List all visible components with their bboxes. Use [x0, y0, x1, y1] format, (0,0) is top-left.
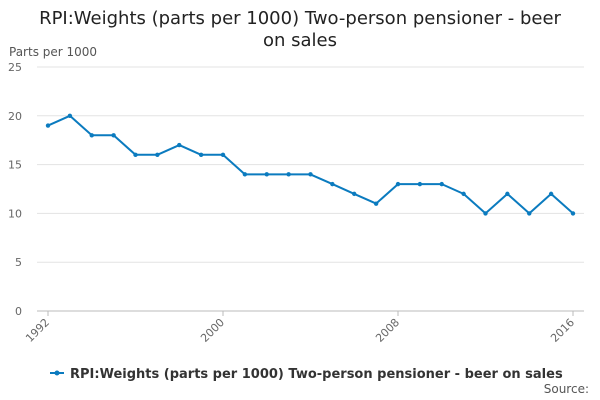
data-point[interactable]	[373, 201, 379, 206]
data-point[interactable]	[220, 152, 226, 158]
y-axis-ticks: 0 5 10 15 20 25	[8, 61, 22, 318]
x-tick-label: 2000	[198, 316, 227, 345]
x-axis-ticks: 1992 2000 2008 2016	[23, 311, 577, 345]
data-point[interactable]	[242, 172, 248, 177]
data-point[interactable]	[570, 211, 576, 216]
x-tick-label: 2008	[373, 316, 402, 345]
data-point[interactable]	[198, 152, 204, 158]
data-point[interactable]	[527, 211, 532, 216]
data-point[interactable]	[264, 172, 269, 177]
data-point[interactable]	[45, 123, 51, 128]
legend[interactable]: RPI:Weights (parts per 1000) Two-person …	[50, 367, 563, 382]
data-point[interactable]	[483, 211, 488, 216]
data-point[interactable]	[439, 181, 444, 187]
data-point[interactable]	[352, 191, 357, 197]
y-tick-label: 0	[15, 305, 22, 318]
data-point[interactable]	[505, 191, 510, 197]
x-tick-label: 2016	[548, 316, 577, 345]
data-point[interactable]	[308, 172, 313, 177]
series-group	[45, 113, 576, 216]
data-point[interactable]	[417, 181, 423, 187]
data-point[interactable]	[155, 152, 160, 158]
legend-marker	[54, 370, 60, 376]
data-point[interactable]	[67, 113, 73, 119]
y-tick-label: 10	[8, 207, 22, 220]
data-point[interactable]	[395, 181, 401, 187]
y-tick-label: 25	[8, 61, 22, 74]
data-point[interactable]	[286, 172, 291, 177]
chart-title: RPI:Weights (parts per 1000) Two-person …	[0, 8, 600, 52]
chart-title-line-1: RPI:Weights (parts per 1000) Two-person …	[39, 8, 561, 29]
data-point[interactable]	[89, 133, 94, 138]
chart-title-line-2: on sales	[262, 30, 337, 51]
data-point[interactable]	[111, 133, 116, 138]
data-point[interactable]	[133, 152, 138, 158]
data-point[interactable]	[330, 181, 335, 187]
x-tick-label: 1992	[23, 316, 52, 345]
y-tick-label: 15	[8, 159, 22, 172]
y-axis-label: Parts per 1000	[9, 45, 97, 59]
y-tick-label: 5	[15, 256, 22, 269]
legend-label: RPI:Weights (parts per 1000) Two-person …	[70, 367, 563, 382]
data-point[interactable]	[461, 191, 466, 197]
y-tick-label: 20	[8, 110, 22, 123]
data-point[interactable]	[177, 142, 182, 148]
grid-lines	[37, 66, 584, 312]
data-point[interactable]	[548, 191, 554, 197]
source-label[interactable]: Source:	[544, 382, 589, 396]
